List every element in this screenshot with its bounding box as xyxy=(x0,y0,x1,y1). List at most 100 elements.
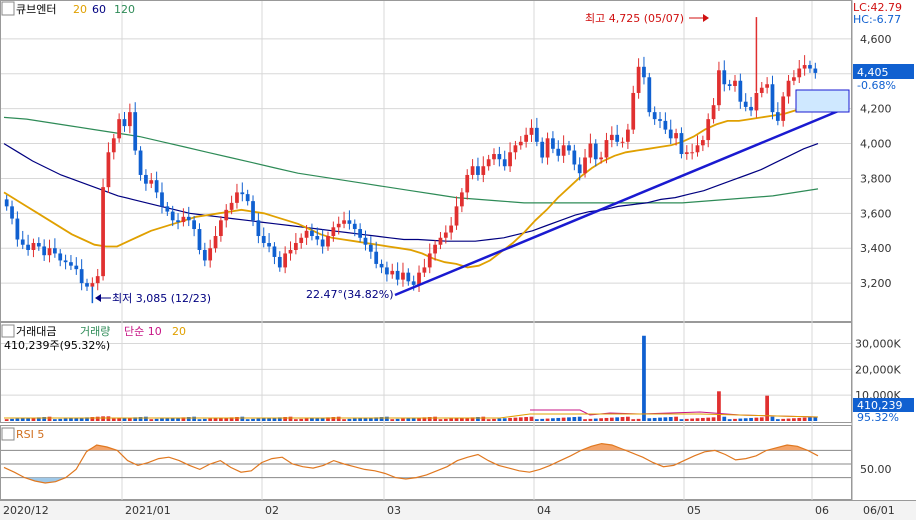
volume-bar xyxy=(320,417,325,421)
volume-bar xyxy=(727,419,732,421)
candle-body xyxy=(352,223,357,230)
candle-body xyxy=(711,105,716,120)
candle-body xyxy=(754,92,759,111)
volume-bar xyxy=(465,417,470,421)
volume-bar xyxy=(722,416,727,421)
volume-bar xyxy=(401,418,405,421)
lc-label: LC:42.79 xyxy=(853,1,902,14)
candle-body xyxy=(609,134,614,141)
volume-bar xyxy=(700,417,705,421)
volume-tick-label: 20,000K xyxy=(855,363,901,376)
panel-toggle-icon[interactable] xyxy=(1,1,15,16)
volume-bar xyxy=(738,418,743,421)
ma120-line xyxy=(3,116,819,204)
rsi-toggle-icon[interactable] xyxy=(1,427,15,441)
volume-bar xyxy=(197,419,202,421)
volume-bar xyxy=(674,416,678,421)
volume-bar xyxy=(427,417,432,421)
volume-bar xyxy=(213,418,218,421)
candle-body xyxy=(208,248,213,261)
volume-bar xyxy=(53,419,57,421)
candle-body xyxy=(224,209,229,221)
ma-label-120: 120 xyxy=(114,3,135,16)
candle-body xyxy=(765,84,769,88)
candle-body xyxy=(775,112,780,121)
current-change: -0.68% xyxy=(857,79,896,92)
high-annotation: 최고 4,725 (05/07) xyxy=(585,12,684,25)
candle-body xyxy=(122,119,127,127)
trendline[interactable] xyxy=(394,105,849,297)
candle-body xyxy=(706,119,711,141)
candle-body xyxy=(53,248,57,254)
candle-body xyxy=(636,66,641,93)
candle-body xyxy=(808,65,812,69)
candle-body xyxy=(593,143,598,160)
candle-body xyxy=(770,84,775,113)
volume-toggle-icon[interactable] xyxy=(1,324,15,338)
candle-body xyxy=(181,216,186,223)
candle-body xyxy=(722,70,727,85)
candle-body xyxy=(759,87,764,93)
candle-body xyxy=(631,92,636,130)
volume-bar xyxy=(379,417,384,421)
candle-body xyxy=(219,220,223,237)
volume-bar xyxy=(636,418,641,421)
candle-body xyxy=(42,246,47,256)
rsi-overbought-fill xyxy=(4,443,818,451)
volume-bar xyxy=(679,419,684,421)
volume-bar xyxy=(567,417,571,421)
volume-bar xyxy=(609,417,614,421)
candle-body xyxy=(342,220,346,224)
candle-body xyxy=(133,112,138,151)
candle-body xyxy=(229,202,234,210)
candle-body xyxy=(454,206,459,226)
candle-body xyxy=(690,152,695,154)
rsi-label: RSI 5 xyxy=(16,428,44,441)
candle-body xyxy=(111,138,116,153)
volume-bar xyxy=(326,417,330,421)
volume-bar xyxy=(642,335,646,421)
candle-body xyxy=(197,229,202,250)
candle-body xyxy=(320,239,325,247)
volume-bar xyxy=(363,417,368,421)
volume-bar xyxy=(15,418,20,421)
volume-bar xyxy=(438,419,443,421)
candle-body xyxy=(802,65,807,69)
current-price: 4,405 xyxy=(857,66,889,79)
grid-lines xyxy=(1,1,851,500)
volume-bar xyxy=(251,418,255,421)
rsi-panel-frame xyxy=(0,425,852,500)
candle-body xyxy=(154,180,159,193)
candle-body xyxy=(213,236,218,249)
volume-bar xyxy=(690,418,695,421)
volume-bar xyxy=(127,417,132,421)
volume-bar xyxy=(256,418,261,421)
volume-panel-frame xyxy=(0,322,852,423)
candle-body xyxy=(401,272,405,280)
candle-body xyxy=(160,192,164,207)
volume-bar xyxy=(711,417,716,421)
volume-bar xyxy=(534,419,539,421)
candle-body xyxy=(26,244,30,250)
volume-bar xyxy=(304,418,309,421)
volume-bar xyxy=(149,419,154,421)
volume-bar xyxy=(588,418,593,421)
current-price-box xyxy=(853,64,914,79)
candle-body xyxy=(15,218,20,240)
candle-body xyxy=(626,129,630,142)
candle-body xyxy=(481,166,486,175)
volume-bars xyxy=(1,335,851,421)
candle-body xyxy=(561,145,566,156)
volume-bar xyxy=(272,417,277,421)
volume-bar xyxy=(20,418,25,421)
volume-bar xyxy=(540,418,545,421)
trendline-target-box[interactable] xyxy=(795,89,850,113)
candle-body xyxy=(170,211,175,221)
volume-bar xyxy=(176,417,180,421)
trend-annotation: 22.47°(34.82%) xyxy=(306,288,394,301)
candle-body xyxy=(749,106,753,111)
volume-bar xyxy=(85,417,89,421)
candle-body xyxy=(781,96,786,121)
x-axis-label: 03 xyxy=(387,504,401,517)
